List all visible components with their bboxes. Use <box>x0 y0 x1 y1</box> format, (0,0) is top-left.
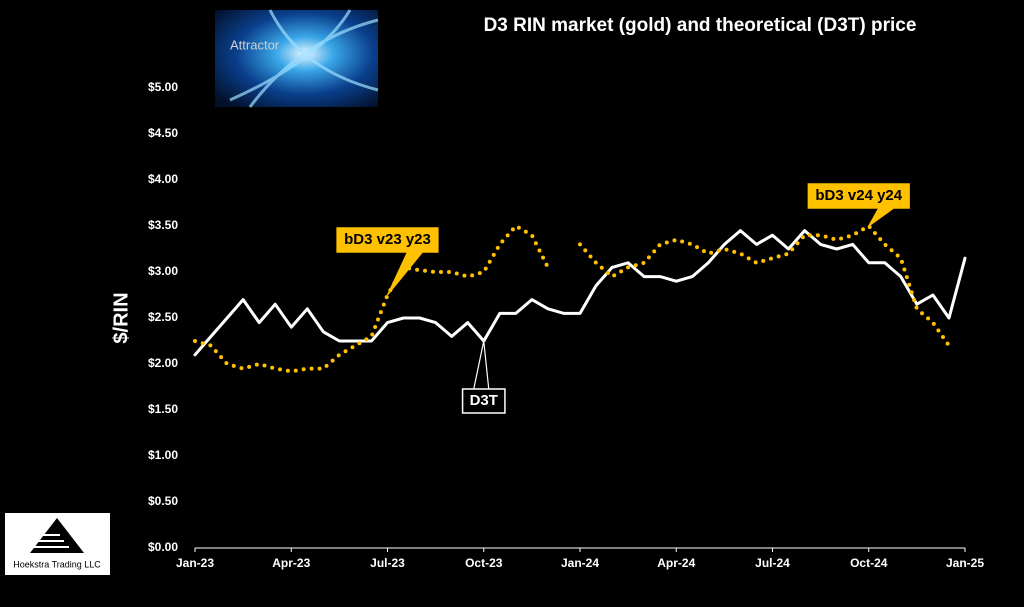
footer-logo: Hoekstra Trading LLC <box>5 513 110 575</box>
y-tick-label: $0.50 <box>148 494 178 508</box>
line-bd3 <box>193 224 951 374</box>
annotation-text: bD3 v23 y23 <box>344 231 431 248</box>
x-tick-label: Jul-23 <box>370 556 405 570</box>
y-axis-label: $/RIN <box>110 292 132 343</box>
logo-text: Attractor <box>230 37 280 52</box>
x-tick-label: Apr-23 <box>272 556 310 570</box>
x-tick-label: Jan-24 <box>561 556 599 570</box>
x-tick-label: Oct-23 <box>465 556 503 570</box>
y-tick-label: $1.50 <box>148 402 178 416</box>
annotation-box <box>336 227 439 253</box>
annotation-text: bD3 v24 y24 <box>815 187 902 204</box>
annotation-box <box>461 388 506 414</box>
footer-logo-stripes <box>30 534 69 548</box>
chart-title: D3 RIN market (gold) and theoretical (D3… <box>484 15 917 36</box>
line-d3t <box>193 229 967 357</box>
y-tick-label: $0.00 <box>148 540 178 554</box>
x-tick-label: Jul-24 <box>755 556 790 570</box>
y-tick-label: $4.50 <box>148 126 178 140</box>
annotation-pointer <box>868 207 895 227</box>
x-tick-label: Apr-24 <box>657 556 695 570</box>
annotation: D3T <box>461 340 506 414</box>
y-tick-label: $5.00 <box>148 80 178 94</box>
annotation-box <box>807 183 910 209</box>
y-tick-label: $1.00 <box>148 448 178 462</box>
y-tick-label: $3.00 <box>148 264 178 278</box>
logo-swirl <box>229 9 379 108</box>
annotation-text: D3T <box>470 392 498 409</box>
y-tick-label: $3.50 <box>148 218 178 232</box>
footer-logo-text: Hoekstra Trading LLC <box>13 559 101 569</box>
annotation: bD3 v24 y24 <box>807 183 910 227</box>
y-tick-label: $2.00 <box>148 356 178 370</box>
y-tick-label: $4.00 <box>148 172 178 186</box>
x-tick-label: Jan-23 <box>176 556 214 570</box>
y-tick-label: $2.50 <box>148 310 178 324</box>
annotation-pointer <box>473 340 490 390</box>
x-tick-label: Oct-24 <box>850 556 888 570</box>
annotation-pointer <box>386 251 423 296</box>
annotation: bD3 v23 y23 <box>336 227 439 296</box>
x-tick-label: Jan-25 <box>946 556 984 570</box>
attractor-logo: Attractor <box>215 9 379 108</box>
